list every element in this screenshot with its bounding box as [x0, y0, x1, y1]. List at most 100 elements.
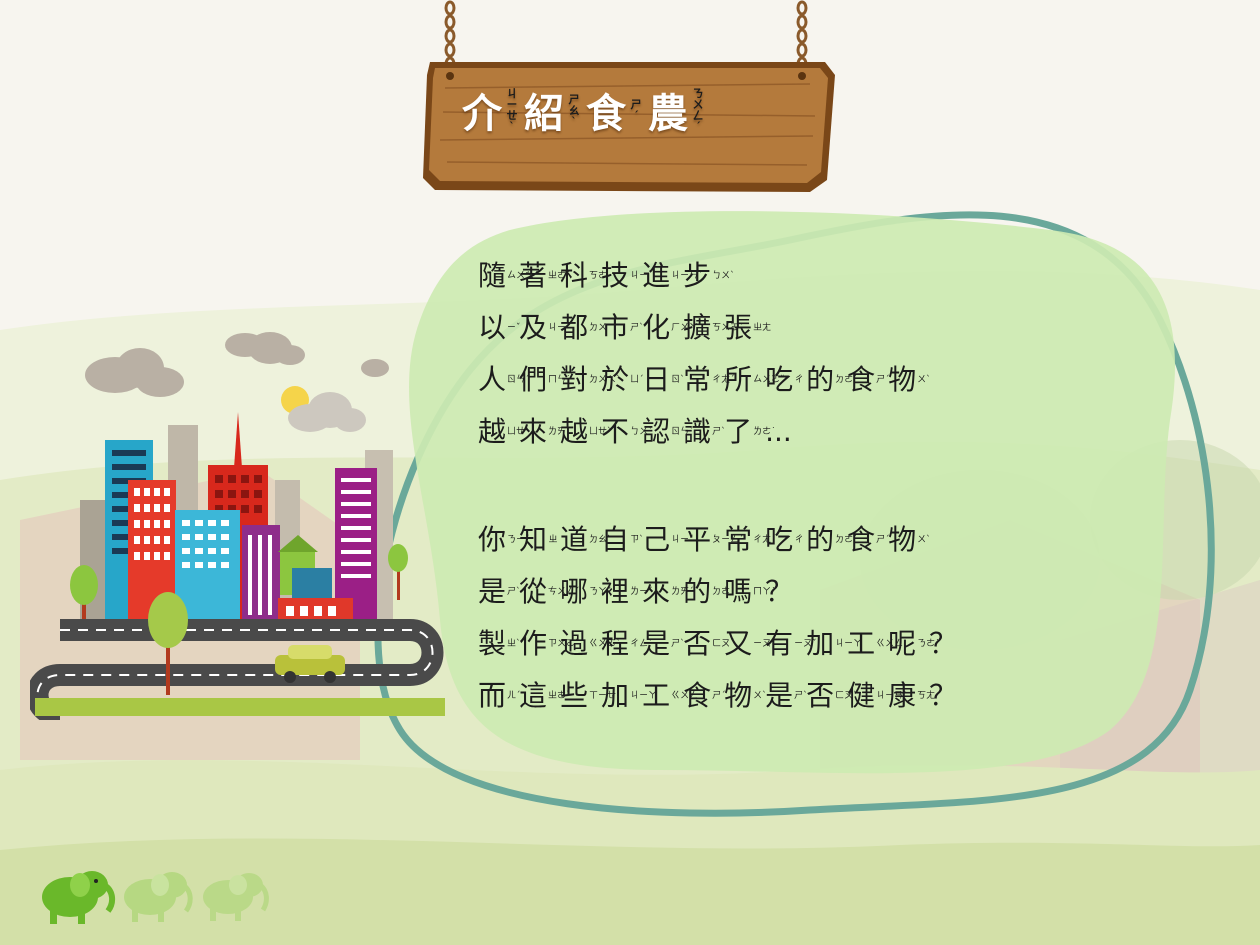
- page-title: 介ㄐㄧㄝˋ 紹ㄕㄠˋ 食ㄕˊ 農ㄋㄨㄥˊ: [462, 82, 822, 138]
- hanzi: 農: [648, 91, 690, 137]
- zhuyin-annotation: ㄔㄤˊ: [712, 374, 735, 385]
- body-char: 科ㄎㄜ: [560, 250, 607, 302]
- hanzi: 張: [724, 311, 753, 344]
- hanzi: 隨: [478, 259, 507, 292]
- zhuyin-annotation: ㄔㄥˊ: [630, 638, 653, 649]
- hanzi: 著: [519, 259, 548, 292]
- hanzi: 工: [847, 627, 876, 660]
- body-char: 有ㄧㄡˇ: [765, 618, 817, 670]
- body-char: 從ㄘㄨㄥˊ: [519, 566, 580, 618]
- body-char: 市ㄕˋ: [601, 302, 644, 354]
- zhuyin-annotation: ㄘㄨㄥˊ: [548, 586, 580, 597]
- hanzi: 進: [642, 259, 671, 292]
- zhuyin-annotation: ㄌㄧˇ: [630, 586, 653, 597]
- zhuyin-annotation: ㄉㄨ: [589, 322, 608, 333]
- zhuyin-annotation: ㄕˊ: [712, 690, 726, 701]
- hanzi: 裡: [601, 575, 630, 608]
- hanzi: 程: [601, 627, 630, 660]
- hanzi: 而: [478, 679, 507, 712]
- hanzi: 哪: [560, 575, 589, 608]
- body-char: 張ㄓㄤ: [724, 302, 772, 354]
- body-char: 吃ㄔ: [765, 514, 804, 566]
- hanzi: 技: [601, 259, 630, 292]
- hanzi: 紹: [524, 91, 566, 137]
- zhuyin-annotation: ㄕㄠˋ: [568, 92, 580, 128]
- hanzi: 都: [560, 311, 589, 344]
- hanzi: 製: [478, 627, 507, 660]
- text-line: 隨ㄙㄨㄟˊ 著ㄓㄜ˙ 科ㄎㄜ技ㄐㄧˋ 進ㄐㄧㄣˋ 步ㄅㄨˋ: [478, 250, 1138, 302]
- hanzi: 物: [888, 523, 917, 556]
- zhuyin-annotation: ㄌㄞˊ: [671, 586, 694, 597]
- body-char: 康ㄎㄤ: [888, 670, 936, 722]
- zhuyin-annotation: ㄐㄧㄚ: [630, 690, 658, 701]
- zhuyin-annotation: ㄔ: [794, 374, 804, 385]
- hanzi: 所: [724, 363, 753, 396]
- body-char: 物ㄨˋ: [888, 354, 931, 406]
- city-skyline-illustration: [30, 332, 445, 720]
- zhuyin-annotation: ㄎㄨㄛˋ: [712, 322, 744, 333]
- body-char: 技ㄐㄧˋ: [601, 250, 653, 302]
- title-char: 農ㄋㄨㄥˊ: [648, 81, 704, 139]
- zhuyin-annotation: ㄖㄣˊ: [507, 374, 530, 385]
- hanzi: 市: [601, 311, 630, 344]
- hanzi: 科: [560, 259, 589, 292]
- hanzi: 以: [478, 311, 507, 344]
- hanzi: 食: [847, 523, 876, 556]
- zhuyin-annotation: ㄐㄧㄢˋ: [876, 690, 908, 701]
- hanzi: 常: [683, 363, 712, 396]
- body-char: 食ㄕˊ: [847, 354, 890, 406]
- zhuyin-annotation: ㄉㄜ˙: [835, 374, 858, 385]
- body-char: 認ㄖㄣˋ: [642, 406, 694, 458]
- zhuyin-annotation: ㄐㄧˋ: [630, 270, 653, 281]
- body-char: 製ㄓˋ: [478, 618, 521, 670]
- hanzi: 工: [642, 679, 671, 712]
- zhuyin-annotation: ㄨˋ: [753, 690, 767, 701]
- hanzi: 介: [462, 91, 504, 137]
- body-char: 工ㄍㄨㄥ: [642, 670, 698, 722]
- hanzi: 又: [724, 627, 753, 660]
- body-char: 加ㄐㄧㄚ: [806, 618, 862, 670]
- hanzi: 於: [601, 363, 630, 396]
- hanzi: ？: [765, 575, 794, 608]
- hanzi: 康: [888, 679, 917, 712]
- zhuyin-annotation: ㄧˇ: [507, 322, 521, 333]
- body-char: 嗎ㄇㄚ˙: [724, 566, 776, 618]
- hanzi: 常: [724, 523, 753, 556]
- body-char: 來ㄌㄞˊ: [642, 566, 694, 618]
- hanzi: 來: [519, 415, 548, 448]
- hanzi: 是: [478, 575, 507, 608]
- text-bubble: [374, 211, 1215, 817]
- hanzi: 及: [519, 311, 548, 344]
- hanzi: 否: [683, 627, 712, 660]
- body-char: 的ㄉㄜ˙: [683, 566, 735, 618]
- zhuyin-annotation: ㄕˋ: [794, 690, 808, 701]
- zhuyin-annotation: ㄐㄧˊ: [548, 322, 571, 333]
- hanzi: 的: [806, 523, 835, 556]
- body-char: 又ㄧㄡˋ: [724, 618, 776, 670]
- body-char: 物ㄨˋ: [888, 514, 931, 566]
- hanzi: ？: [929, 627, 958, 660]
- hanzi: 有: [765, 627, 794, 660]
- zhuyin-annotation: ㄎㄤ: [917, 690, 936, 701]
- hanzi: 吃: [765, 363, 794, 396]
- hanzi: 們: [519, 363, 548, 396]
- hanzi: 否: [806, 679, 835, 712]
- hanzi: 從: [519, 575, 548, 608]
- hanzi: 物: [888, 363, 917, 396]
- body-char: 食ㄕˊ: [683, 670, 726, 722]
- zhuyin-annotation: ㄉㄠˋ: [589, 534, 612, 545]
- zhuyin-annotation: ㄓㄤ: [753, 322, 772, 333]
- zhuyin-annotation: ㄋㄧˇ: [507, 534, 530, 545]
- hanzi: ...: [765, 415, 792, 448]
- hanzi: 知: [519, 523, 548, 556]
- hanzi: 來: [642, 575, 671, 608]
- body-char: 都ㄉㄨ: [560, 302, 608, 354]
- hanzi: 食: [586, 91, 628, 137]
- body-char: 是ㄕˋ: [642, 618, 685, 670]
- body-char: 作ㄗㄨㄛˋ: [519, 618, 580, 670]
- body-char: 是ㄕˋ: [478, 566, 521, 618]
- title-char: 紹ㄕㄠˋ: [524, 81, 580, 139]
- body-char: ？: [929, 670, 957, 722]
- hanzi: 不: [601, 415, 630, 448]
- body-char: 的ㄉㄜ˙: [806, 514, 858, 566]
